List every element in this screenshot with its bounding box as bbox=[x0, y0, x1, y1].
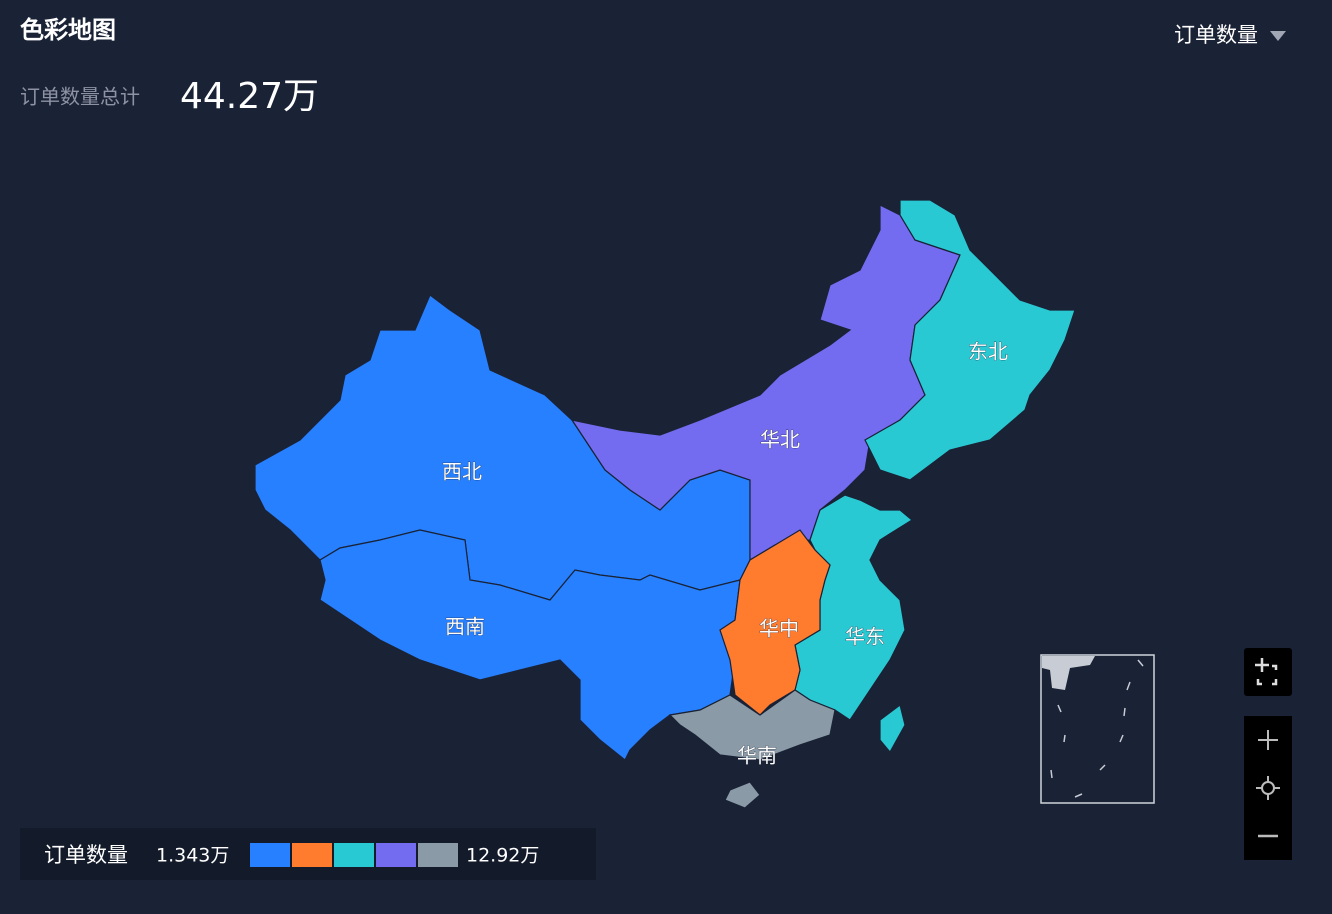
dropdown-label[interactable]: 订单数量 bbox=[1174, 23, 1258, 47]
legend-swatch bbox=[376, 843, 416, 867]
summary-value: 44.27万 bbox=[180, 76, 319, 117]
legend-swatches bbox=[250, 843, 458, 867]
region-label: 西北 bbox=[442, 460, 482, 484]
south-sea-inset bbox=[1040, 654, 1155, 804]
region[interactable] bbox=[864, 199, 1076, 481]
fit-view-button[interactable] bbox=[1244, 648, 1292, 696]
zoom-in[interactable] bbox=[1258, 730, 1278, 750]
region-label: 华东 bbox=[845, 625, 885, 649]
region-label: 西南 bbox=[445, 615, 485, 639]
legend-title: 订单数量 bbox=[44, 843, 128, 867]
region-label: 华北 bbox=[760, 428, 800, 452]
dropdown-arrow[interactable] bbox=[1270, 31, 1286, 41]
title: 色彩地图 bbox=[20, 16, 116, 44]
region-label: 华南 bbox=[737, 744, 777, 768]
map: 西北 西南 华北 东北 华东 华中 华南 bbox=[254, 199, 1076, 809]
summary-label: 订单数量总计 bbox=[20, 85, 140, 109]
legend-swatch bbox=[250, 843, 290, 867]
region[interactable] bbox=[719, 529, 831, 716]
legend-swatch bbox=[334, 843, 374, 867]
legend-max: 12.92万 bbox=[466, 845, 539, 867]
legend-min: 1.343万 bbox=[156, 845, 229, 867]
region[interactable] bbox=[668, 689, 836, 809]
measure-dropdown[interactable]: 订单数量 bbox=[1174, 23, 1286, 47]
region-label: 东北 bbox=[968, 340, 1008, 364]
legend-swatch bbox=[292, 843, 332, 867]
legend: 订单数量 1.343万 12.92万 bbox=[20, 828, 596, 880]
locate-button[interactable] bbox=[1256, 776, 1280, 800]
legend-swatch bbox=[418, 843, 458, 867]
region-label: 华中 bbox=[759, 617, 799, 641]
